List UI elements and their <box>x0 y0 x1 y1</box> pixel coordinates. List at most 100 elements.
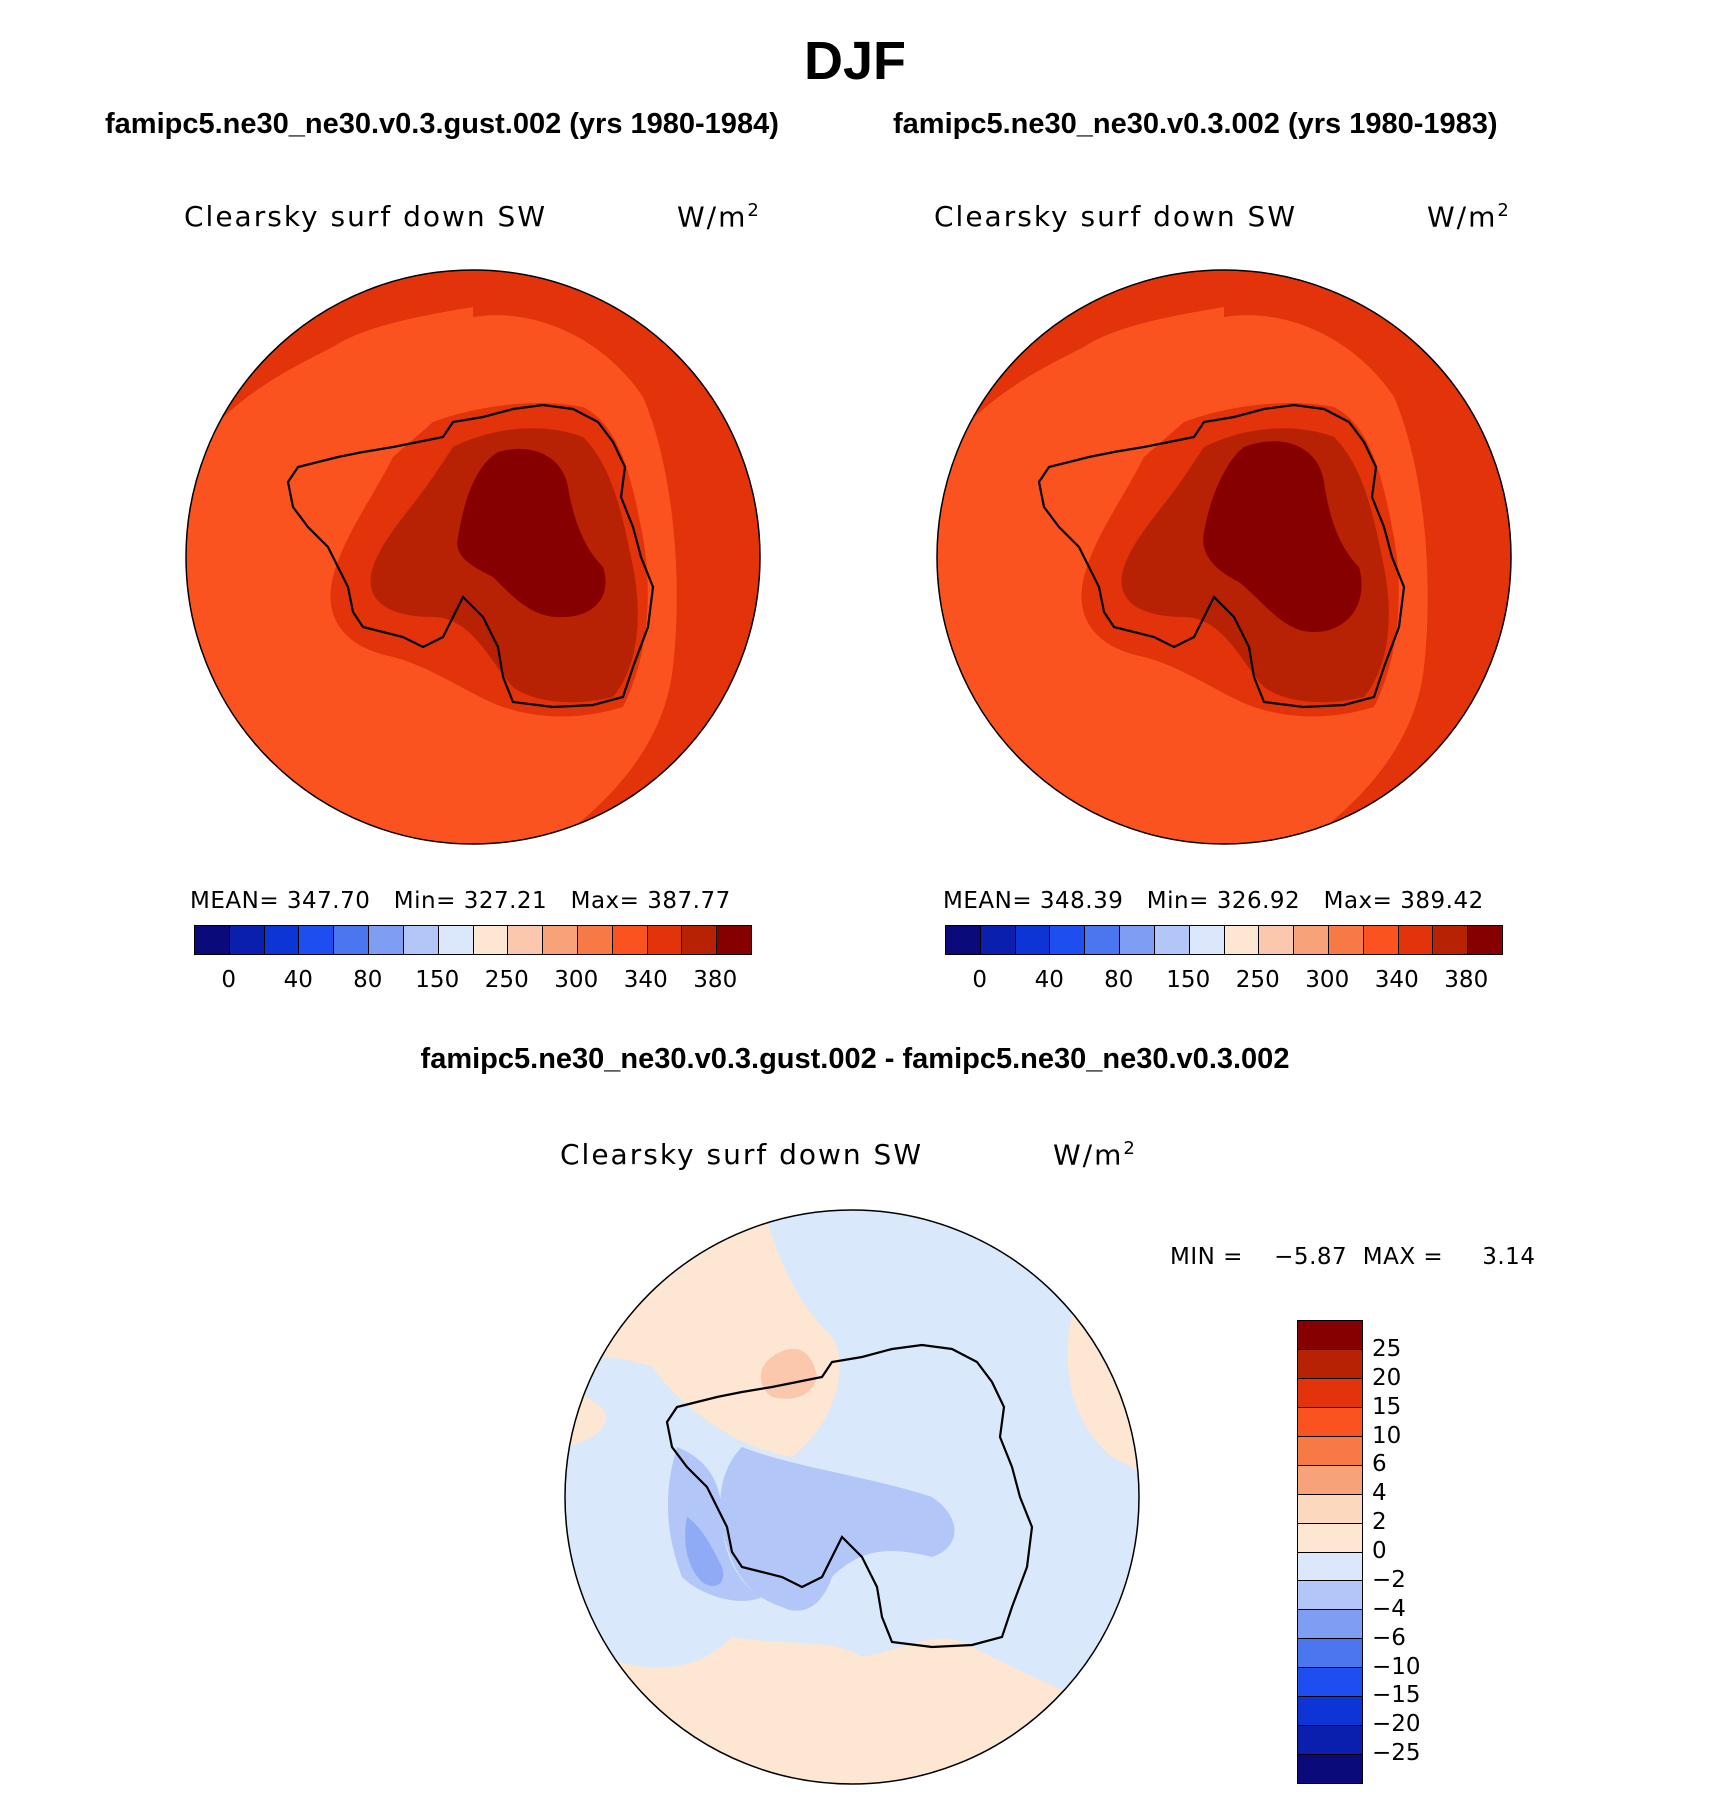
diff-coastline <box>665 1343 1034 1649</box>
left-colorbar-cell <box>647 926 683 954</box>
diff-colorbar-cell <box>1298 1321 1362 1350</box>
left-colorbar-cell <box>299 926 335 954</box>
diff-colorbar-cell <box>1298 1436 1362 1466</box>
right-colorbar-cell <box>1015 926 1051 954</box>
left-colorbar-cell <box>195 926 230 954</box>
right-coastline <box>1037 403 1406 709</box>
diff-colorbar-tick-label: −6 <box>1372 1624 1406 1651</box>
page-title: DJF <box>803 31 906 91</box>
diff-colorbar-tick-label: 25 <box>1372 1335 1402 1362</box>
left-colorbar-tick-label: 150 <box>415 967 460 993</box>
right-colorbar-cell <box>1189 926 1225 954</box>
diff-colorbar-cell <box>1298 1378 1362 1408</box>
diff-colorbar-tick-label: 15 <box>1372 1393 1402 1420</box>
left-colorbar-tick-label: 300 <box>554 967 599 993</box>
diff-field-neg4 <box>685 1517 724 1587</box>
diff-colorbar-tick-label: −15 <box>1372 1682 1421 1709</box>
left-colorbar-cell <box>577 926 613 954</box>
diff-colorbar-cell <box>1298 1494 1362 1524</box>
diff-polar-map <box>564 1209 1140 1785</box>
right-units: W/m2 <box>1427 200 1511 234</box>
right-colorbar-tick-label: 150 <box>1166 967 1211 993</box>
right-colorbar-cell <box>1050 926 1086 954</box>
left-units: W/m2 <box>677 200 761 234</box>
left-coastline <box>286 403 655 709</box>
left-colorbar-tick-label: 40 <box>283 967 313 993</box>
diff-colorbar-tick-label: −4 <box>1372 1595 1406 1622</box>
diff-colorbar-tick-label: −25 <box>1372 1740 1421 1767</box>
diff-colorbar-cell <box>1298 1581 1362 1611</box>
diff-colorbar-tick-label: 20 <box>1372 1364 1402 1391</box>
diff-colorbar <box>1297 1320 1363 1784</box>
right-colorbar-cell <box>1259 926 1295 954</box>
diff-colorbar-tick-label: 2 <box>1372 1509 1387 1536</box>
right-colorbar-tick-label: 380 <box>1444 967 1489 993</box>
left-colorbar-cell <box>682 926 718 954</box>
right-colorbar-cell <box>1085 926 1121 954</box>
diff-stats: MIN = −5.87 MAX = 3.14 <box>1170 1244 1536 1270</box>
right-colorbar-cell <box>1154 926 1190 954</box>
left-colorbar-tick-label: 0 <box>221 967 237 993</box>
right-colorbar-cell <box>1224 926 1260 954</box>
diff-colorbar-tick-label: −10 <box>1372 1653 1421 1680</box>
right-colorbar-cell <box>1468 926 1502 954</box>
diff-colorbar-cell <box>1298 1523 1362 1553</box>
diff-colorbar-tick-label: 0 <box>1372 1538 1387 1564</box>
diff-colorbar-cell <box>1298 1407 1362 1437</box>
left-colorbar-cell <box>229 926 265 954</box>
right-colorbar-tick-label: 250 <box>1235 967 1280 993</box>
diff-colorbar-cell <box>1298 1726 1362 1756</box>
left-stats: MEAN= 347.70 Min= 327.21 Max= 387.77 <box>190 888 731 914</box>
left-colorbar-cell <box>334 926 370 954</box>
left-colorbar-tick-label: 250 <box>484 967 529 993</box>
right-colorbar-cell <box>1328 926 1364 954</box>
diff-colorbar-cell <box>1298 1552 1362 1582</box>
diff-colorbar-cell <box>1298 1697 1362 1727</box>
diff-colorbar-cell <box>1298 1755 1362 1783</box>
right-colorbar-cell <box>1398 926 1434 954</box>
right-colorbar-cell <box>1363 926 1399 954</box>
diff-field-neg2 <box>720 1447 955 1611</box>
right-variable-name: Clearsky surf down SW <box>934 200 1298 233</box>
diff-variable-name: Clearsky surf down SW <box>560 1138 924 1171</box>
left-polar-map <box>185 269 761 845</box>
diff-colorbar-tick-label: 4 <box>1372 1480 1387 1507</box>
left-field-c380 <box>457 448 606 618</box>
left-colorbar-cell <box>369 926 404 954</box>
right-colorbar-cell <box>1120 926 1155 954</box>
left-colorbar-cell <box>508 926 544 954</box>
diff-colorbar-tick-label: 10 <box>1372 1422 1402 1449</box>
right-colorbar-cell <box>1294 926 1329 954</box>
right-colorbar-cell <box>1433 926 1469 954</box>
right-colorbar-tick-label: 340 <box>1374 967 1419 993</box>
right-colorbar-cell <box>946 926 981 954</box>
right-colorbar-tick-label: 0 <box>972 967 988 993</box>
right-polar-map <box>936 269 1512 845</box>
left-colorbar <box>194 925 752 955</box>
right-colorbar-cell <box>980 926 1016 954</box>
right-stats: MEAN= 348.39 Min= 326.92 Max= 389.42 <box>943 888 1484 914</box>
left-colorbar-cell <box>438 926 474 954</box>
diff-colorbar-cell <box>1298 1668 1362 1698</box>
right-colorbar <box>945 925 1503 955</box>
left-variable-name: Clearsky surf down SW <box>184 200 548 233</box>
diff-colorbar-cell <box>1298 1349 1362 1379</box>
diff-units: W/m2 <box>1053 1138 1137 1172</box>
diff-colorbar-cell <box>1298 1610 1362 1640</box>
left-colorbar-tick-label: 380 <box>693 967 738 993</box>
left-case-title: famipc5.ne30_ne30.v0.3.gust.002 (yrs 198… <box>105 108 779 140</box>
left-colorbar-cell <box>543 926 578 954</box>
right-field-c320-east <box>1224 270 1511 844</box>
right-field-c380 <box>1203 441 1362 633</box>
right-colorbar-tick-label: 300 <box>1305 967 1350 993</box>
left-colorbar-cell <box>473 926 509 954</box>
diff-colorbar-tick-label: −20 <box>1372 1711 1421 1738</box>
left-colorbar-cell <box>403 926 439 954</box>
right-colorbar-tick-label: 80 <box>1104 967 1134 993</box>
diff-colorbar-tick-label: −2 <box>1372 1566 1406 1593</box>
left-colorbar-cell <box>717 926 751 954</box>
diff-colorbar-tick-label: 6 <box>1372 1451 1387 1478</box>
right-colorbar-tick-label: 40 <box>1034 967 1064 993</box>
left-colorbar-tick-label: 340 <box>623 967 668 993</box>
left-field-c320-east <box>473 270 760 844</box>
